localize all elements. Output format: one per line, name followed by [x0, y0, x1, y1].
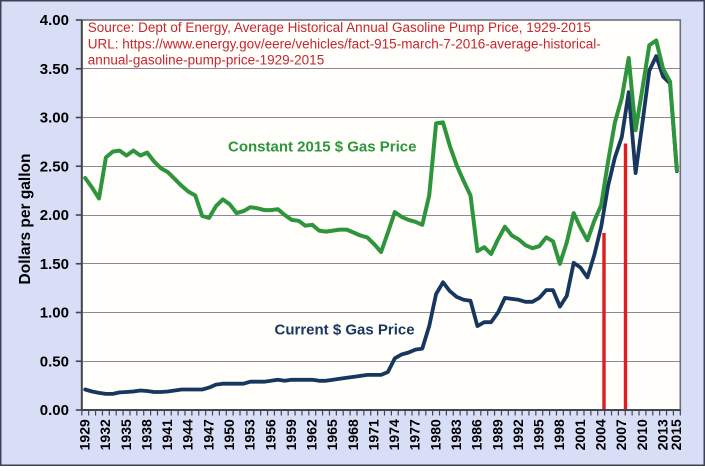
svg-text:1953: 1953 [242, 419, 258, 450]
svg-text:2010: 2010 [634, 419, 650, 450]
svg-text:1932: 1932 [97, 419, 113, 450]
svg-text:1983: 1983 [448, 419, 464, 450]
svg-text:1992: 1992 [510, 419, 526, 450]
svg-text:1995: 1995 [531, 419, 547, 450]
svg-text:3.50: 3.50 [40, 61, 69, 78]
svg-text:1977: 1977 [407, 419, 423, 450]
svg-text:1947: 1947 [200, 419, 216, 450]
svg-text:2015: 2015 [668, 419, 684, 450]
svg-text:3.00: 3.00 [40, 110, 69, 127]
svg-text:1941: 1941 [159, 419, 175, 450]
svg-text:2001: 2001 [572, 419, 588, 450]
svg-text:1962: 1962 [304, 419, 320, 450]
svg-text:Constant 2015 $ Gas Price: Constant 2015 $ Gas Price [228, 139, 416, 156]
svg-text:1986: 1986 [469, 419, 485, 450]
svg-text:4.00: 4.00 [40, 12, 69, 29]
svg-text:2004: 2004 [593, 419, 609, 450]
svg-text:annual-gasoline-pump-price-192: annual-gasoline-pump-price-1929-2015 [88, 53, 324, 68]
svg-text:1.50: 1.50 [40, 256, 69, 273]
svg-text:2013: 2013 [654, 419, 670, 450]
svg-text:1989: 1989 [489, 419, 505, 450]
svg-text:1968: 1968 [345, 419, 361, 450]
svg-text:1935: 1935 [118, 419, 134, 450]
svg-text:2007: 2007 [613, 419, 629, 450]
svg-text:Source: Dept of Energy, Averag: Source: Dept of Energy, Average Historic… [88, 20, 591, 35]
svg-text:Dollars per gallon: Dollars per gallon [17, 154, 34, 285]
svg-text:1929: 1929 [77, 419, 93, 450]
svg-text:1980: 1980 [427, 419, 443, 450]
svg-text:1950: 1950 [221, 419, 237, 450]
svg-text:1938: 1938 [139, 419, 155, 450]
svg-text:0.00: 0.00 [40, 402, 69, 419]
svg-text:2.00: 2.00 [40, 207, 69, 224]
svg-text:1.00: 1.00 [40, 305, 69, 322]
svg-text:1956: 1956 [262, 419, 278, 450]
svg-text:1971: 1971 [366, 419, 382, 450]
svg-text:Current $ Gas Price: Current $ Gas Price [275, 322, 415, 339]
svg-text:0.50: 0.50 [40, 353, 69, 370]
svg-text:1974: 1974 [386, 419, 402, 450]
svg-text:1959: 1959 [283, 419, 299, 450]
svg-text:1965: 1965 [324, 419, 340, 450]
svg-text:1998: 1998 [551, 419, 567, 450]
svg-text:1944: 1944 [180, 419, 196, 450]
svg-text:URL: https://www.energy.gov/ee: URL: https://www.energy.gov/eere/vehicle… [88, 36, 601, 51]
svg-text:2.50: 2.50 [40, 158, 69, 175]
